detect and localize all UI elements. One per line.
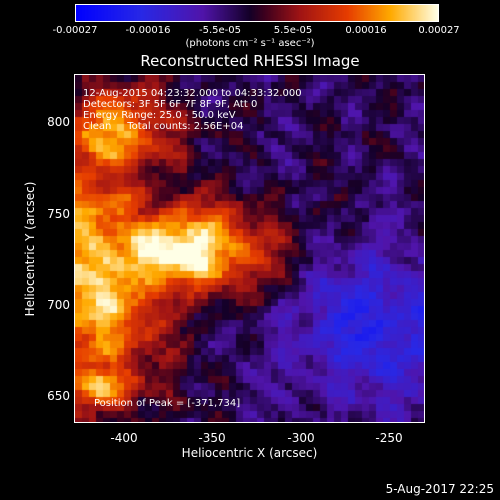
x-tick-label: -400	[110, 431, 138, 445]
image-plot: 12-Aug-2015 04:23:32.000 to 04:33:32.000…	[74, 74, 425, 423]
colorbar-gradient	[76, 5, 438, 21]
plot-timestamp: 5-Aug-2017 22:25	[385, 482, 494, 496]
x-tick-label: -250	[375, 431, 403, 445]
time-range-label: 12-Aug-2015 04:23:32.000 to 04:33:32.000	[83, 88, 302, 99]
x-tick-label: -300	[287, 431, 315, 445]
detectors-label: Detectors: 3F 5F 6F 7F 8F 9F, Att 0	[83, 99, 258, 110]
y-tick-label: 750	[47, 207, 70, 221]
y-tick-label: 700	[47, 298, 70, 312]
colorbar-tick: -0.00027	[52, 25, 98, 36]
clean-counts-label: Clean Total counts: 2.56E+04	[83, 121, 244, 132]
y-axis-label: Heliocentric Y (arcsec)	[23, 181, 37, 317]
plot-title: Reconstructed RHESSI Image	[140, 52, 360, 70]
colorbar-unit-label: (photons cm⁻² s⁻¹ asec⁻²)	[185, 38, 315, 49]
x-tick-label: -350	[198, 431, 226, 445]
colorbar	[75, 4, 439, 22]
colorbar-tick: -5.5e-05	[199, 25, 241, 36]
x-axis-label: Heliocentric X (arcsec)	[181, 446, 318, 460]
y-tick-label: 800	[47, 115, 70, 129]
colorbar-tick: 0.00027	[418, 25, 460, 36]
y-tick-label: 650	[47, 389, 70, 403]
peak-position-label: Position of Peak = [-371,734]	[94, 398, 241, 409]
heatmap-image	[75, 75, 424, 422]
colorbar-tick: 0.00016	[345, 25, 387, 36]
colorbar-tick: 5.5e-05	[273, 25, 313, 36]
energy-range-label: Energy Range: 25.0 - 50.0 keV	[83, 110, 236, 121]
colorbar-tick: -0.00016	[125, 25, 171, 36]
